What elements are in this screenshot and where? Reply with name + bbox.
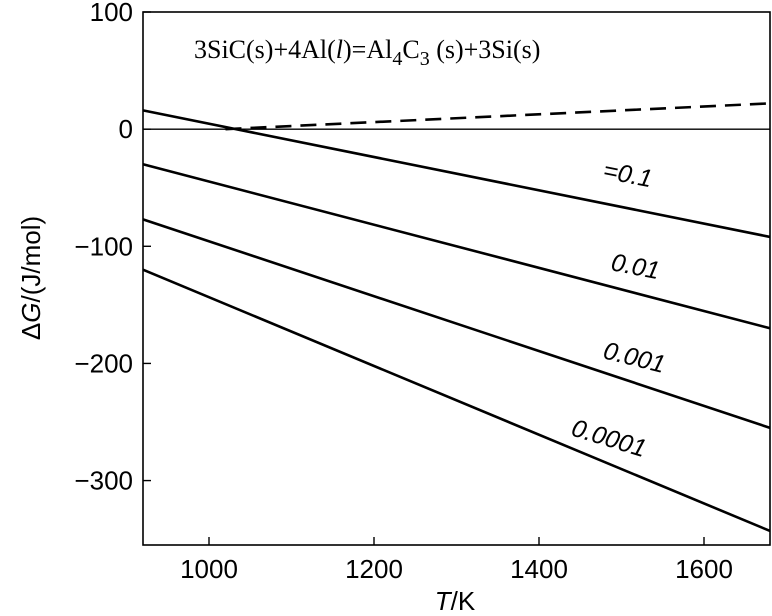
series-label-0.001: 0.001 — [601, 337, 668, 379]
series-line-0.001 — [142, 218, 771, 430]
plot-frame — [142, 11, 771, 546]
series-lines — [142, 102, 771, 533]
x-axis-label: T/K — [435, 586, 476, 616]
y-tick-label: 100 — [90, 0, 133, 27]
series-line-0.0001 — [142, 268, 771, 533]
x-tick-label: 1200 — [345, 554, 403, 584]
x-tick-label: 1400 — [510, 554, 568, 584]
x-tick-label: 1600 — [675, 554, 733, 584]
series-label-0.0001: 0.0001 — [568, 414, 649, 463]
y-tick-label: −200 — [74, 348, 133, 378]
series-line-0.1-dashed — [225, 102, 771, 131]
series-line-0.01 — [142, 163, 771, 330]
y-axis-label: ΔG/(J/mol) — [16, 216, 46, 340]
series-label-0.1: =0.1 — [601, 156, 655, 193]
y-tick-label: 0 — [119, 114, 133, 144]
y-tick-label: −300 — [74, 466, 133, 496]
series-label-0.01: 0.01 — [609, 248, 662, 285]
y-tick-label: −100 — [74, 231, 133, 261]
series-line-0.1 — [142, 109, 771, 239]
reaction-equation: 3SiC(s)+4Al(l)=Al4C3 (s)+3Si(s) — [194, 35, 540, 70]
x-tick-label: 1000 — [180, 554, 238, 584]
